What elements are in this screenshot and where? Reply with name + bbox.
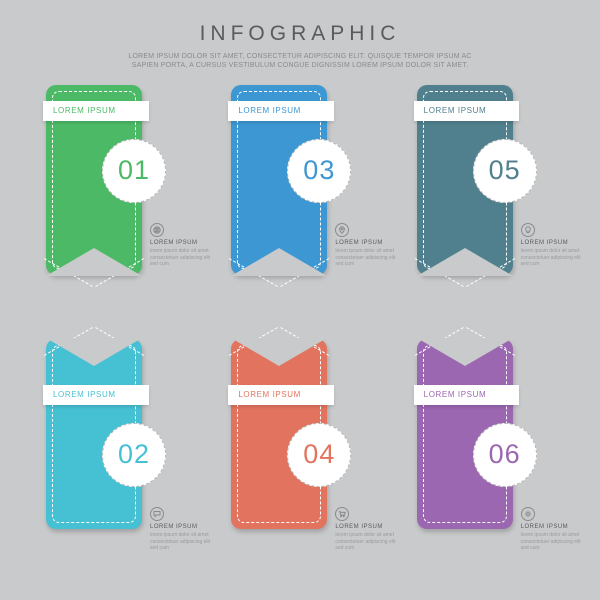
pin-icon bbox=[335, 223, 349, 237]
card-cell: LOREM IPSUM05LOREM IPSUMlorem ipsum dolo… bbox=[417, 85, 554, 315]
card-label-bar: LOREM IPSUM bbox=[228, 101, 334, 121]
cart-icon bbox=[335, 507, 349, 521]
card-label-bar: LOREM IPSUM bbox=[43, 385, 149, 405]
number-circle: 03 bbox=[287, 139, 351, 203]
info-card-06: LOREM IPSUM06 bbox=[417, 339, 513, 529]
card-side-info: LOREM IPSUM lorem ipsum dolor sit amet co… bbox=[150, 221, 214, 268]
card-label-text: LOREM IPSUM bbox=[53, 390, 116, 399]
arrow-notch bbox=[231, 248, 327, 276]
card-number: 01 bbox=[118, 155, 150, 186]
gear-icon bbox=[521, 507, 535, 521]
side-body: lorem ipsum dolor sit amet consectetuer … bbox=[521, 532, 585, 552]
number-circle: 01 bbox=[102, 139, 166, 203]
card-side-info: LOREM IPSUM lorem ipsum dolor sit amet co… bbox=[521, 505, 585, 552]
card-number: 05 bbox=[489, 155, 521, 186]
side-title: LOREM IPSUM bbox=[150, 524, 214, 530]
card-number: 06 bbox=[489, 439, 521, 470]
card-side-info: LOREM IPSUM lorem ipsum dolor sit amet co… bbox=[335, 505, 399, 552]
card-label-text: LOREM IPSUM bbox=[238, 106, 301, 115]
card-label-text: LOREM IPSUM bbox=[424, 390, 487, 399]
side-title: LOREM IPSUM bbox=[335, 524, 399, 530]
card-number: 04 bbox=[303, 439, 335, 470]
card-label-bar: LOREM IPSUM bbox=[228, 385, 334, 405]
card-label-bar: LOREM IPSUM bbox=[43, 101, 149, 121]
card-cell: LOREM IPSUM03LOREM IPSUMlorem ipsum dolo… bbox=[231, 85, 368, 315]
info-card-03: LOREM IPSUM03 bbox=[231, 85, 327, 275]
info-card-05: LOREM IPSUM05 bbox=[417, 85, 513, 275]
chat-icon bbox=[150, 507, 164, 521]
card-label-text: LOREM IPSUM bbox=[53, 106, 116, 115]
bulb-icon bbox=[521, 223, 535, 237]
card-grid: LOREM IPSUM01LOREM IPSUMlorem ipsum dolo… bbox=[40, 85, 560, 569]
card-side-info: LOREM IPSUM lorem ipsum dolor sit amet co… bbox=[335, 221, 399, 268]
arrow-notch bbox=[231, 338, 327, 366]
infographic-page: INFOGRAPHIC LOREM IPSUM DOLOR SIT AMET, … bbox=[0, 0, 600, 600]
card-label-bar: LOREM IPSUM bbox=[414, 101, 520, 121]
number-circle: 05 bbox=[473, 139, 537, 203]
info-card-01: LOREM IPSUM01 bbox=[46, 85, 142, 275]
card-label-text: LOREM IPSUM bbox=[238, 390, 301, 399]
card-side-info: LOREM IPSUM lorem ipsum dolor sit amet co… bbox=[521, 221, 585, 268]
info-card-04: LOREM IPSUM04 bbox=[231, 339, 327, 529]
card-number: 02 bbox=[118, 439, 150, 470]
side-body: lorem ipsum dolor sit amet consectetuer … bbox=[150, 532, 214, 552]
card-cell: LOREM IPSUM01LOREM IPSUMlorem ipsum dolo… bbox=[46, 85, 183, 315]
card-cell: LOREM IPSUM06LOREM IPSUMlorem ipsum dolo… bbox=[417, 339, 554, 569]
number-circle: 04 bbox=[287, 423, 351, 487]
side-title: LOREM IPSUM bbox=[521, 524, 585, 530]
side-title: LOREM IPSUM bbox=[335, 240, 399, 246]
arrow-notch bbox=[46, 338, 142, 366]
page-subtitle: LOREM IPSUM DOLOR SIT AMET, CONSECTETUR … bbox=[125, 52, 475, 71]
card-side-info: LOREM IPSUM lorem ipsum dolor sit amet co… bbox=[150, 505, 214, 552]
arrow-notch bbox=[46, 248, 142, 276]
side-body: lorem ipsum dolor sit amet consectetuer … bbox=[335, 248, 399, 268]
side-title: LOREM IPSUM bbox=[521, 240, 585, 246]
side-body: lorem ipsum dolor sit amet consectetuer … bbox=[335, 532, 399, 552]
card-cell: LOREM IPSUM04LOREM IPSUMlorem ipsum dolo… bbox=[231, 339, 368, 569]
number-circle: 06 bbox=[473, 423, 537, 487]
card-label-bar: LOREM IPSUM bbox=[414, 385, 520, 405]
info-card-02: LOREM IPSUM02 bbox=[46, 339, 142, 529]
card-label-text: LOREM IPSUM bbox=[424, 106, 487, 115]
globe-icon bbox=[150, 223, 164, 237]
arrow-notch bbox=[417, 248, 513, 276]
number-circle: 02 bbox=[102, 423, 166, 487]
card-cell: LOREM IPSUM02LOREM IPSUMlorem ipsum dolo… bbox=[46, 339, 183, 569]
side-title: LOREM IPSUM bbox=[150, 240, 214, 246]
page-title: INFOGRAPHIC bbox=[40, 22, 560, 46]
arrow-notch bbox=[417, 338, 513, 366]
side-body: lorem ipsum dolor sit amet consectetuer … bbox=[150, 248, 214, 268]
side-body: lorem ipsum dolor sit amet consectetuer … bbox=[521, 248, 585, 268]
card-number: 03 bbox=[303, 155, 335, 186]
